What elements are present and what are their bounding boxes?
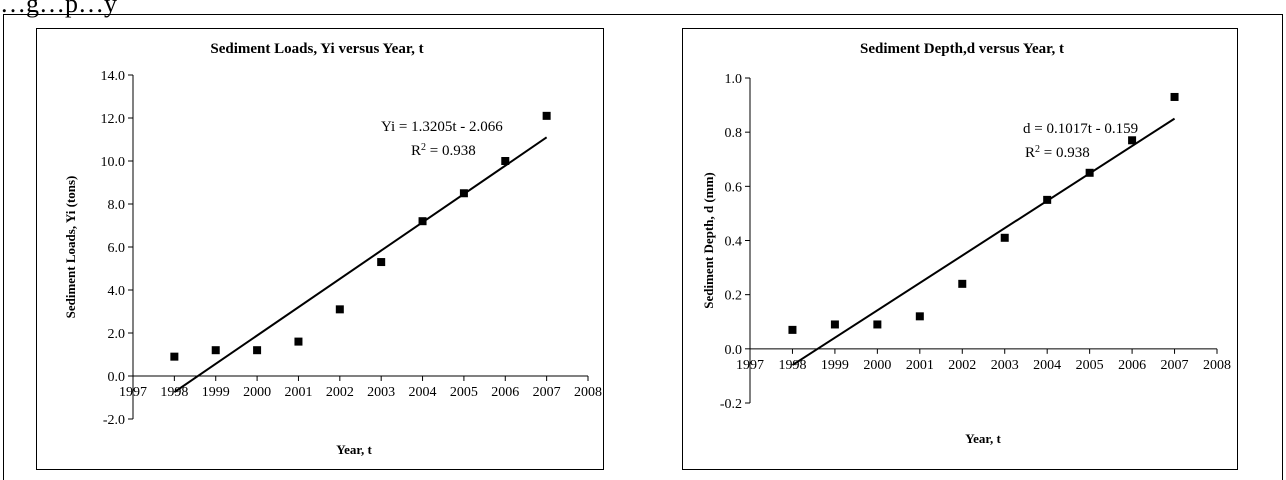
x-tick-label: 2004 — [409, 385, 437, 400]
r2-value: = 0.938 — [426, 143, 476, 159]
y-tick-label: 0.8 — [725, 126, 743, 141]
data-point — [873, 320, 882, 329]
y-tick-label: 1.0 — [725, 72, 743, 87]
y-tick-label: 0.2 — [725, 289, 743, 304]
x-tick-label: 1998 — [160, 385, 188, 400]
data-point — [501, 157, 510, 165]
data-point — [1085, 168, 1094, 177]
r-squared-label: R2 = 0.938 — [411, 142, 476, 160]
x-tick-label: 2000 — [863, 358, 891, 373]
x-tick-label: 2007 — [1161, 358, 1189, 373]
x-tick-label: 1998 — [778, 358, 806, 373]
sediment-loads-chart: Sediment Loads, Yi versus Year, t -2.0 0.0… — [36, 28, 604, 470]
data-point — [830, 320, 839, 329]
trendline — [173, 136, 548, 393]
y-tick-label: 10.0 — [101, 155, 126, 170]
x-tick-label: 2004 — [1033, 358, 1061, 373]
x-axis-title: Year, t — [965, 431, 1001, 446]
r-squared-label: R2 = 0.938 — [1025, 144, 1090, 162]
x-tick-label: 2002 — [948, 358, 976, 373]
y-tick-label: -0.2 — [720, 397, 742, 412]
y-axis-title: Sediment Loads, Yi (tons) — [63, 176, 78, 319]
x-tick-label: 2005 — [450, 385, 478, 400]
y-tick-label: 0.0 — [725, 343, 743, 358]
data-point — [1043, 195, 1052, 204]
sediment-loads-plot: Sediment Loads, Yi versus Year, t -2.0 0.0… — [63, 41, 602, 457]
x-axis-title: Year, t — [336, 442, 372, 457]
r2-superscript: 2 — [421, 142, 426, 153]
sediment-depth-plot: Sediment Depth,d versus Year, t -0.2 0.0 0.… — [701, 41, 1231, 446]
chart-title: Sediment Depth,d versus Year, t — [860, 41, 1064, 57]
r2-prefix: R — [411, 143, 421, 159]
data-point — [335, 305, 344, 314]
y-tick-label: 4.0 — [108, 284, 126, 299]
trendline — [791, 117, 1176, 366]
data-point — [211, 346, 220, 355]
x-tick-label: 1999 — [202, 385, 230, 400]
y-tick-label: 14.0 — [101, 69, 126, 84]
x-tick-label: 2008 — [574, 385, 602, 400]
r2-superscript: 2 — [1035, 144, 1040, 155]
data-point — [542, 111, 551, 120]
x-tick-label: 2003 — [991, 358, 1019, 373]
chart-title: Sediment Loads, Yi versus Year, t — [210, 41, 423, 57]
data-point — [459, 189, 468, 198]
data-point — [788, 325, 797, 334]
x-tick-label: 2006 — [491, 385, 519, 400]
data-point — [915, 312, 924, 321]
data-point — [1000, 233, 1009, 242]
trendline-equation: Yi = 1.3205t - 2.066 — [381, 119, 503, 135]
data-point — [170, 352, 179, 361]
x-tick-label: 1997 — [119, 385, 147, 400]
caption-text: …g…p…y — [0, 0, 117, 18]
r2-value: = 0.938 — [1040, 145, 1090, 161]
x-tick-label: 2002 — [326, 385, 354, 400]
data-point — [418, 217, 427, 226]
trendline-equation: d = 0.1017t - 0.159 — [1023, 121, 1138, 137]
y-tick-label: 12.0 — [101, 112, 126, 127]
data-point — [958, 279, 967, 288]
x-tick-label: 2001 — [906, 358, 934, 373]
data-point — [294, 337, 303, 346]
data-point — [377, 258, 386, 267]
r2-prefix: R — [1025, 145, 1035, 161]
sediment-depth-chart: Sediment Depth,d versus Year, t -0.2 0.0 0.… — [682, 28, 1238, 470]
data-point — [1128, 136, 1137, 145]
y-axis-title: Sediment Depth, d (mm) — [701, 172, 716, 309]
data-point — [1170, 92, 1179, 101]
x-tick-label: 2006 — [1118, 358, 1146, 373]
y-tick-label: 0.0 — [108, 370, 126, 385]
x-tick-label: 2001 — [284, 385, 312, 400]
x-tick-label: 2000 — [243, 385, 271, 400]
figure-frame — [3, 14, 1283, 480]
x-tick-label: 2005 — [1076, 358, 1104, 373]
y-tick-label: 2.0 — [108, 327, 126, 342]
y-tick-label: 8.0 — [108, 198, 126, 213]
data-point — [253, 346, 262, 355]
x-tick-label: 2008 — [1203, 358, 1231, 373]
x-tick-label: 2007 — [533, 385, 561, 400]
x-tick-label: 2003 — [367, 385, 395, 400]
y-tick-label: 0.6 — [725, 180, 743, 195]
y-tick-label: -2.0 — [103, 413, 125, 428]
x-tick-label: 1999 — [821, 358, 849, 373]
y-tick-label: 6.0 — [108, 241, 126, 256]
y-tick-label: 0.4 — [725, 235, 743, 250]
x-tick-label: 1997 — [736, 358, 764, 373]
